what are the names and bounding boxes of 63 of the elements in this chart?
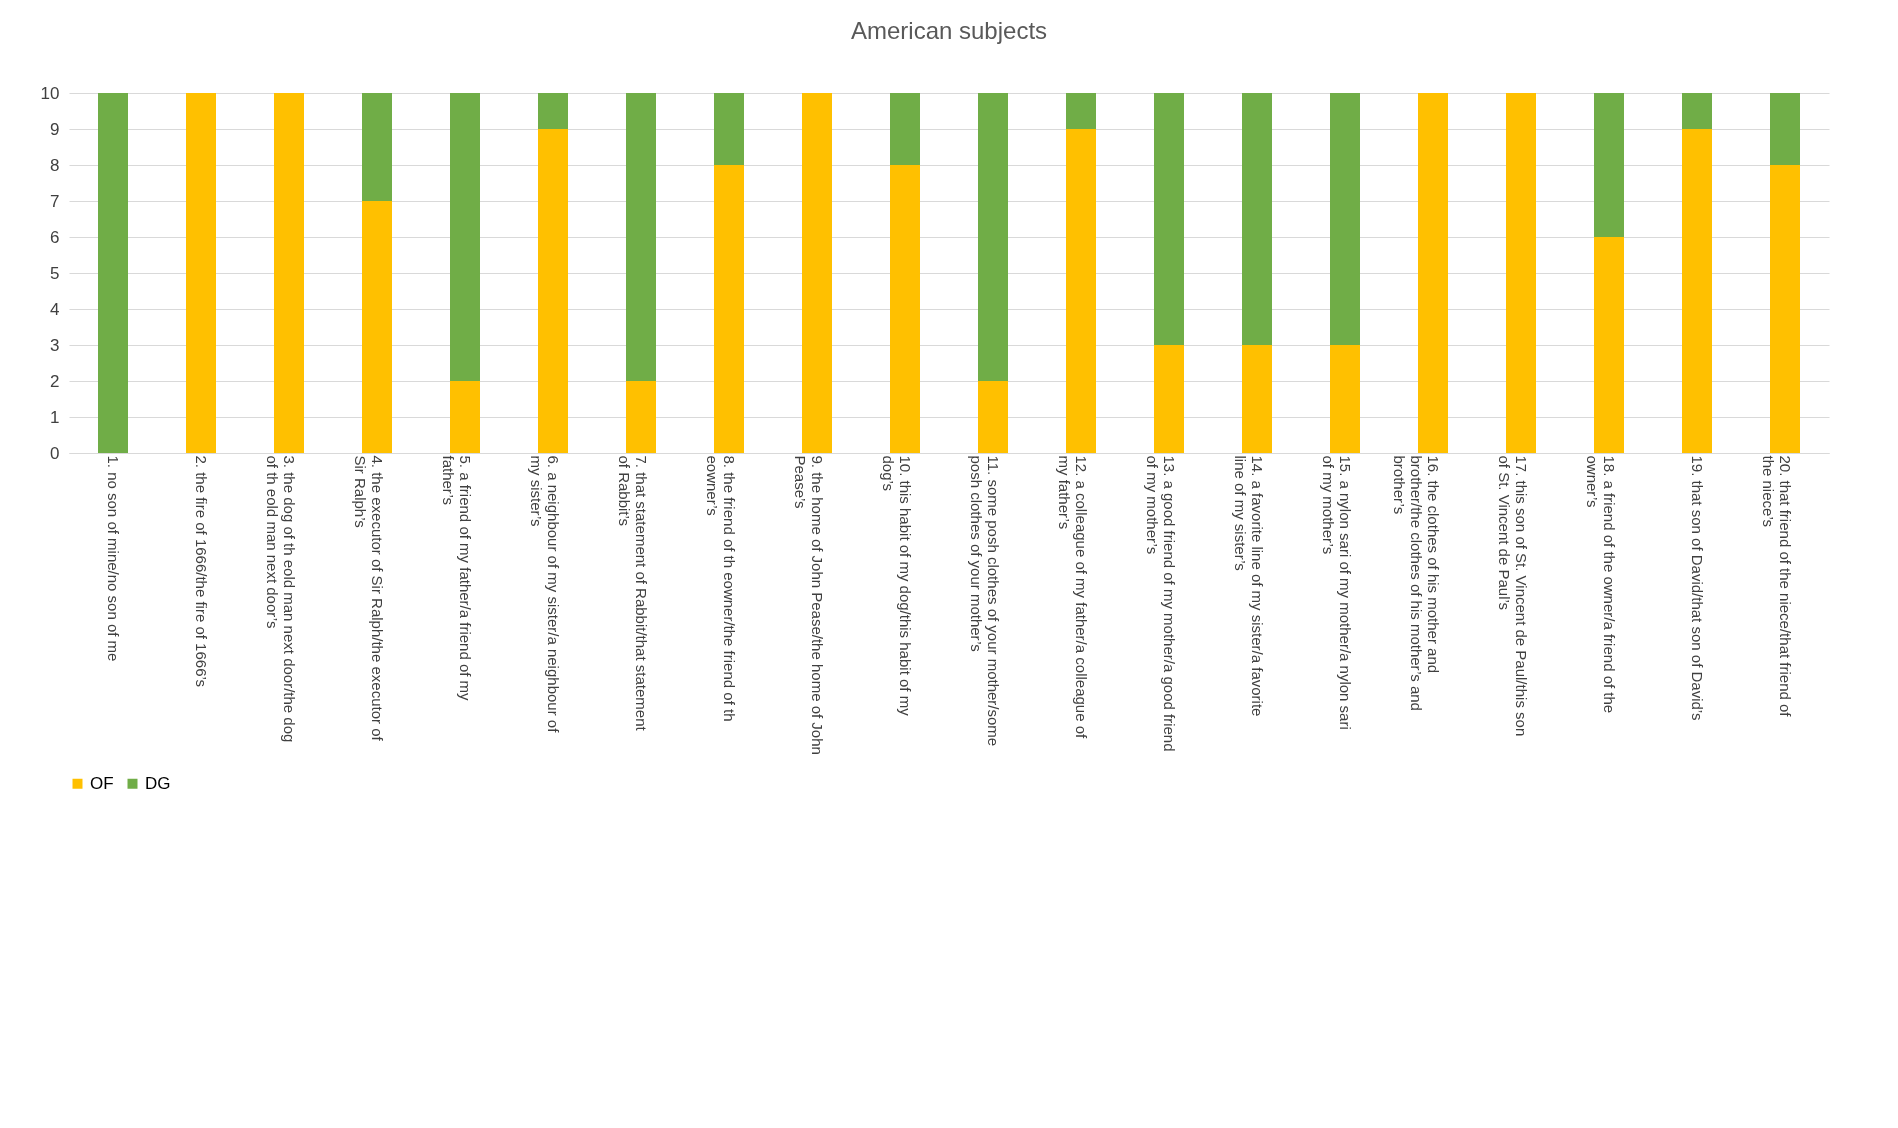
bar [1594,237,1624,453]
x-tick-label: 1. no son of mine/no son of me [105,455,122,662]
x-tick-label: 2. the fire of 1666/the fire of 1666’s [193,455,210,688]
bar [186,93,216,453]
y-tick-label: 3 [50,335,60,355]
y-tick-label: 7 [50,191,60,211]
y-tick-label: 8 [50,155,60,175]
x-tick-label: 8. the friend of th eowner/the friend of th eowner’s [704,455,738,722]
x-tick-label: 16. the clothes of his mother and brother/the clothes of his mother’s and brother’s [1391,455,1442,711]
bar [1330,93,1360,345]
bar [1770,165,1800,453]
bar [714,93,744,165]
bar [890,165,920,453]
bar [450,93,480,381]
legend-label: OF [90,773,114,793]
bar [98,93,128,453]
bar [1242,93,1272,345]
x-tick-label: 4. the executor of Sir Ralph/the executor of Sir Ralph’s [352,455,386,742]
y-tick-label: 5 [50,263,60,283]
x-tick-label: 10. this habit of my dog/this habit of my dog’s [880,455,914,717]
bar [626,93,656,381]
x-tick-label: 20. that friend of the niece/that friend of the niece’s [1760,455,1794,718]
bar [1594,93,1624,237]
x-tick-label: 12. a colleague of my father/a colleague of my father’s [1056,455,1090,740]
bar [1770,93,1800,165]
bar [978,93,1008,381]
x-tick-label: 7. that statement of Rabbit/that statement of Rabbit’s [616,455,650,732]
bar [1682,93,1712,129]
y-tick-label: 1 [50,407,60,427]
x-tick-label: 19. that son of David/that son of David’s [1689,455,1706,721]
y-tick-label: 10 [40,83,60,103]
bar [450,381,480,453]
bar [890,93,920,165]
bar [362,93,392,201]
bar [714,165,744,453]
bar [1242,345,1272,453]
bar [978,381,1008,453]
bar [802,93,832,453]
bar [362,201,392,453]
y-tick-label: 9 [50,119,60,139]
bar [1506,93,1536,453]
bar [1154,345,1184,453]
legend-label: DG [145,773,171,793]
y-tick-label: 0 [50,443,60,463]
bar [1066,129,1096,453]
x-tick-label: 18. a friend of the owner/a friend of the owner’s [1584,455,1618,714]
y-tick-label: 6 [50,227,60,247]
bar [1682,129,1712,453]
x-tick-label: 3. the dog of th eold man next door/the dog of th eold man next door’s [264,455,298,743]
bar [1066,93,1096,129]
y-tick-label: 2 [50,371,60,391]
x-tick-label: 6. a neighbour of my sister/a neighbour of my sister’s [528,455,562,734]
bar [538,129,568,453]
chart-title: American subjects [850,17,1048,44]
y-tick-label: 4 [50,299,60,319]
bar [274,93,304,453]
bar [538,93,568,129]
bar [1418,93,1448,453]
x-tick-label: 5. a friend of my father/a friend of my father’s [440,455,474,702]
bar [1154,93,1184,345]
x-tick-label: 9. the home of John Pease/the home of John Pease’s [792,455,826,755]
bar [626,381,656,453]
bar [1330,345,1360,453]
